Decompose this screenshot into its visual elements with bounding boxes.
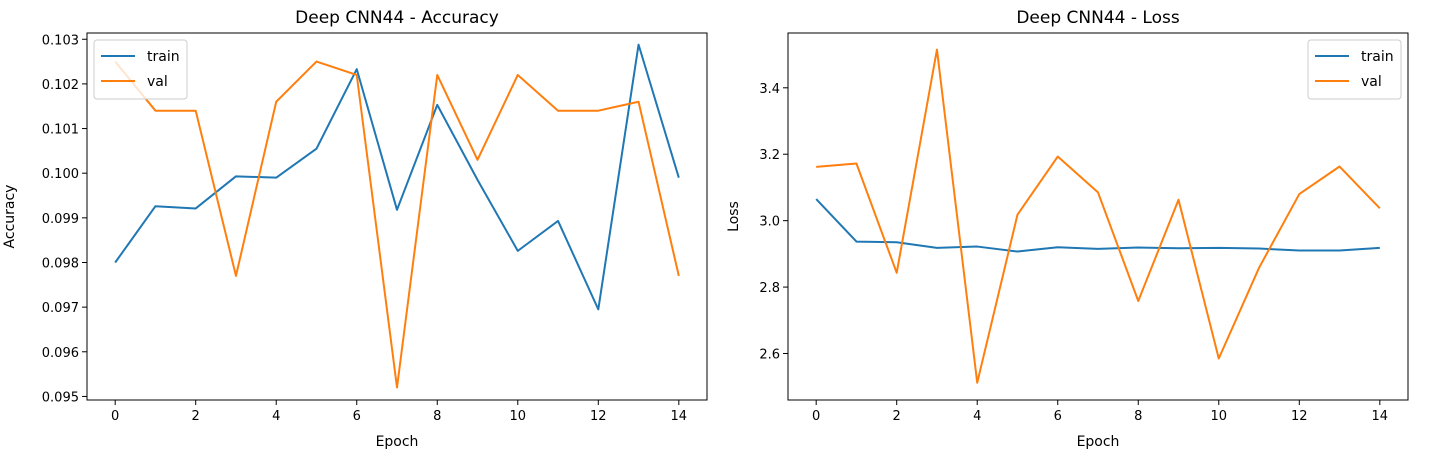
x-tick-label: 8	[1134, 409, 1142, 424]
y-tick-label: 3.4	[759, 82, 780, 97]
y-tick-label: 0.098	[42, 256, 79, 271]
x-tick-label: 12	[590, 409, 607, 424]
x-tick-label: 14	[671, 409, 688, 424]
x-tick-label: 0	[812, 409, 820, 424]
legend-label-val: val	[147, 74, 168, 90]
loss-chart: Deep CNN44 - Loss 0 2 4 6 8 10 12 14 2.6 2.8 3.0 3.2…	[726, 8, 1409, 450]
loss-x-axis-label: Epoch	[1077, 434, 1120, 450]
y-tick-label: 0.097	[42, 301, 79, 316]
y-tick-label: 0.099	[42, 212, 79, 227]
x-tick-label: 6	[1054, 409, 1062, 424]
y-tick-label: 2.8	[759, 281, 780, 296]
loss-legend: train val	[1307, 39, 1402, 100]
legend-box	[93, 39, 188, 100]
legend-label-train: train	[1361, 49, 1394, 65]
loss-y-axis-label: Loss	[726, 201, 742, 232]
loss-series-train	[815, 198, 1380, 253]
accuracy-legend: train val	[93, 39, 188, 100]
legend-label-train: train	[147, 49, 180, 65]
x-tick-label: 4	[973, 409, 981, 424]
loss-chart-title: Deep CNN44 - Loss	[1016, 8, 1180, 28]
accuracy-y-axis-label: Accuracy	[2, 185, 18, 249]
legend-label-val: val	[1361, 74, 1382, 90]
x-tick-label: 0	[111, 409, 119, 424]
x-tick-label: 10	[1211, 409, 1228, 424]
y-tick-label: 0.103	[42, 33, 79, 48]
x-tick-label: 2	[893, 409, 901, 424]
x-tick-label: 14	[1372, 409, 1389, 424]
accuracy-series-val	[114, 60, 680, 389]
legend-box	[1307, 39, 1402, 100]
y-tick-label: 2.6	[759, 348, 780, 363]
y-tick-label: 0.100	[42, 167, 79, 182]
y-tick-label: 0.096	[42, 346, 79, 361]
accuracy-chart-title: Deep CNN44 - Accuracy	[295, 8, 499, 28]
y-tick-label: 0.102	[42, 78, 79, 93]
x-tick-label: 2	[192, 409, 200, 424]
loss-plot-frame	[787, 32, 1409, 401]
x-tick-label: 12	[1291, 409, 1308, 424]
x-tick-label: 6	[353, 409, 361, 424]
y-tick-label: 3.2	[759, 148, 780, 163]
loss-series-val	[816, 48, 1381, 384]
y-tick-label: 0.101	[42, 123, 79, 138]
y-tick-label: 3.0	[759, 215, 780, 230]
y-tick-label: 0.095	[42, 390, 79, 405]
accuracy-series-train	[114, 43, 680, 311]
accuracy-x-axis-label: Epoch	[376, 434, 419, 450]
accuracy-chart: Deep CNN44 - Accuracy 0 2 4 6 8 10 12 14 0.095 0.0…	[2, 8, 708, 450]
accuracy-plot-frame	[86, 32, 708, 401]
x-tick-label: 8	[433, 409, 441, 424]
x-tick-label: 10	[510, 409, 527, 424]
x-tick-label: 4	[272, 409, 280, 424]
